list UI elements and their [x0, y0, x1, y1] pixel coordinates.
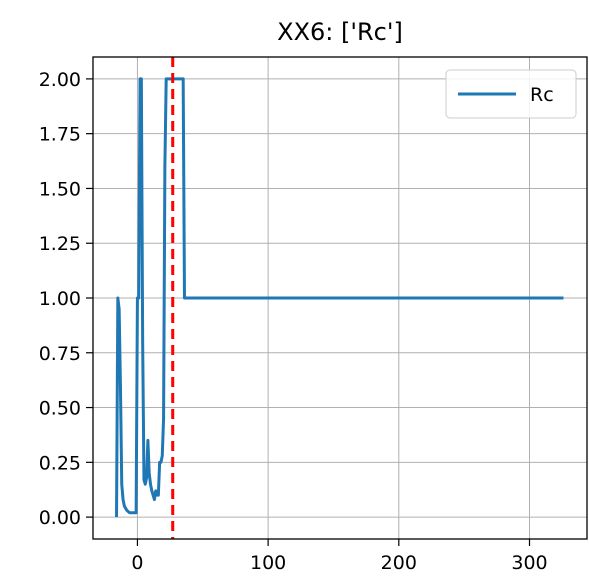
series-layer	[115, 77, 564, 518]
x-tick-label: 200	[381, 552, 417, 574]
axis-ticks: 0 100 200 300 0.00 0.25 0.50 0.75 1.00 1.25 1.50 1.…	[39, 69, 548, 574]
y-tick-label: 0.00	[39, 507, 81, 529]
y-tick-label: 1.00	[39, 288, 81, 310]
legend: Rc	[445, 69, 577, 119]
y-tick-label: 0.50	[39, 398, 81, 420]
y-tick-label: 0.25	[39, 452, 81, 474]
legend-label: Rc	[530, 84, 554, 106]
series-line-rc	[115, 77, 564, 518]
y-tick-label: 1.25	[39, 233, 81, 255]
x-tick-label: 300	[511, 552, 547, 574]
x-tick-label: 0	[131, 552, 143, 574]
y-tick-label: 1.50	[39, 178, 81, 200]
y-tick-label: 1.75	[39, 124, 81, 146]
y-tick-label: 2.00	[39, 69, 81, 91]
y-tick-label: 0.75	[39, 343, 81, 365]
chart-title: XX6: ['Rc']	[277, 18, 403, 46]
x-tick-label: 100	[250, 552, 286, 574]
